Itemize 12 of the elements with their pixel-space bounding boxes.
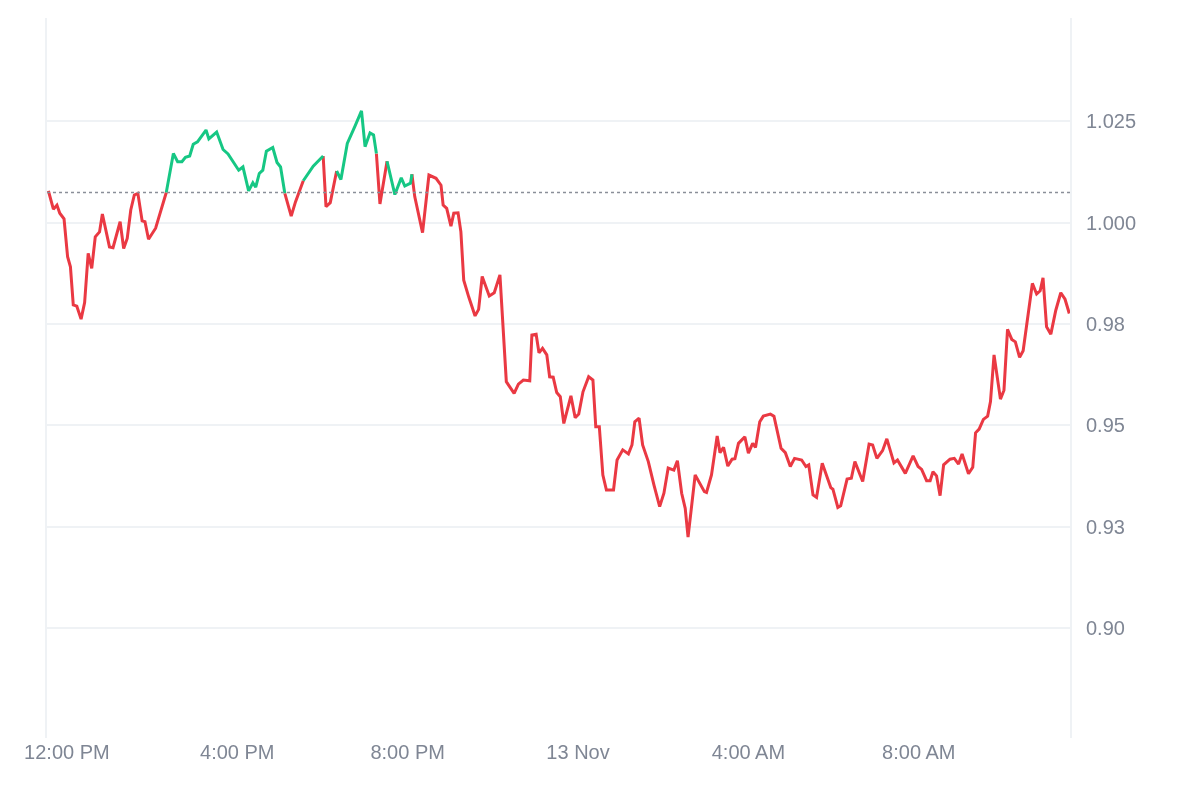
y-tick-label: 0.98 [1086,313,1125,336]
y-tick-label: 0.93 [1086,515,1125,538]
y-tick-label: 0.90 [1086,617,1125,640]
y-tick-label: 0.95 [1086,414,1125,437]
x-tick-label: 12:00 PM [24,741,110,763]
x-tick-label: 13 Nov [546,741,610,763]
x-tick-label: 8:00 AM [882,741,956,763]
y-tick-label: 1.025 [1086,110,1137,133]
x-tick-label: 8:00 PM [370,741,445,763]
x-tick-label: 4:00 AM [711,741,786,763]
y-tick-label: 1.000 [1086,211,1137,234]
x-tick-label: 4:00 PM [200,741,275,763]
